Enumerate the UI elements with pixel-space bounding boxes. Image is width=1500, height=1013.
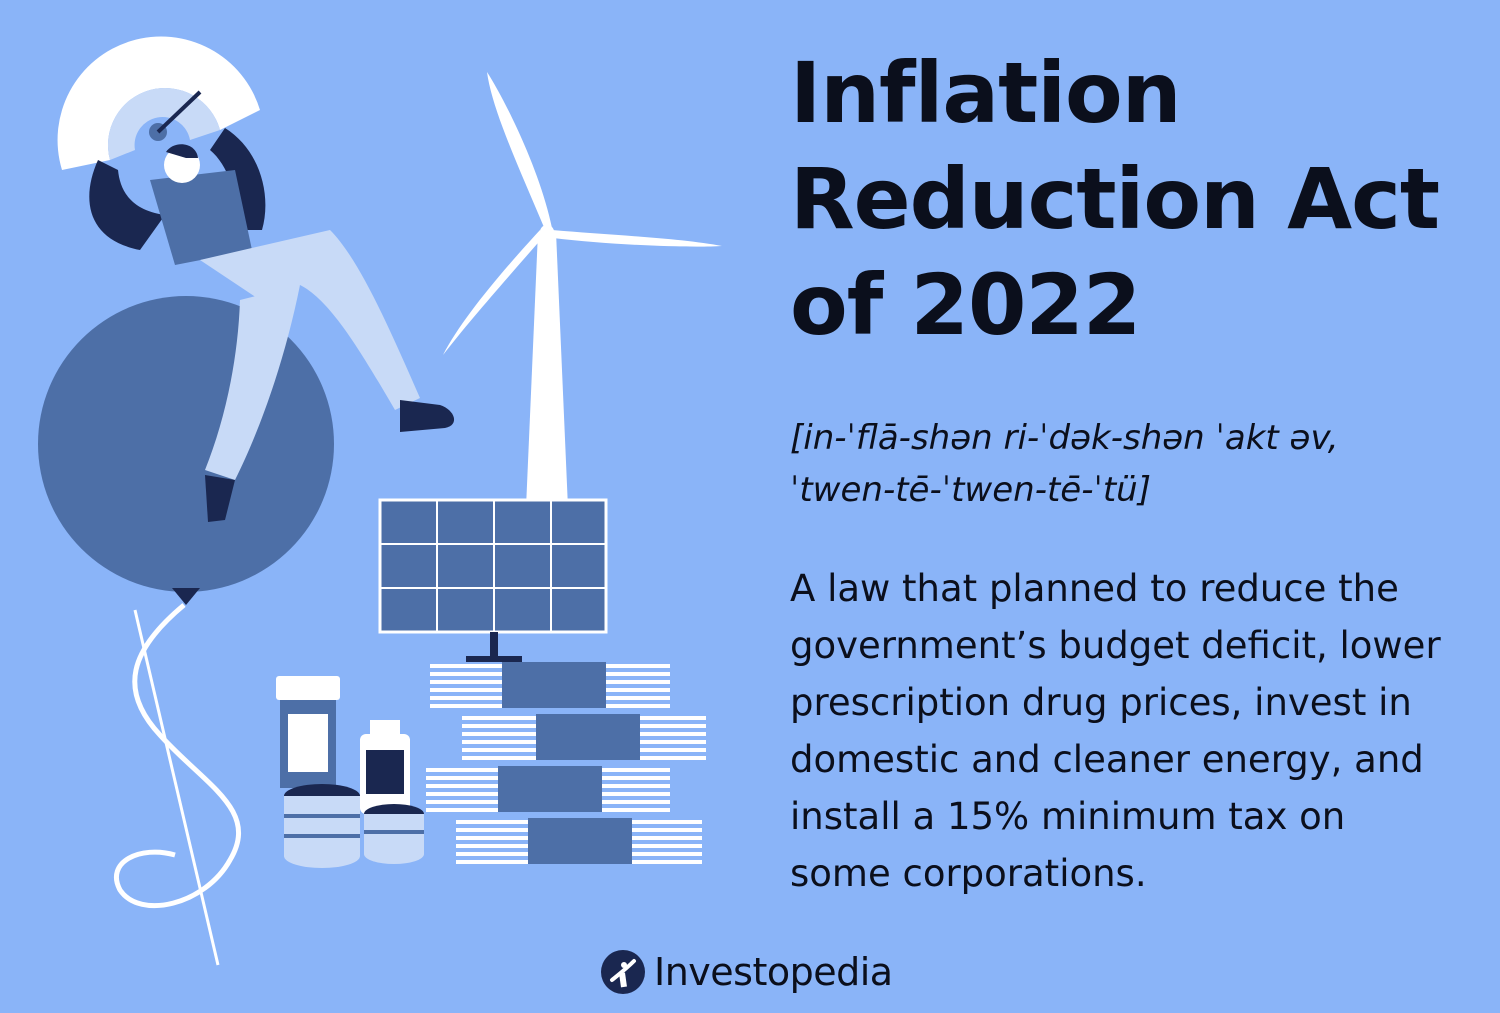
pill-bottle-icon xyxy=(276,676,410,814)
definition-line: government’s budget deficit, lower xyxy=(790,624,1441,667)
money-stack-icon xyxy=(426,662,706,864)
investopedia-logo-icon xyxy=(601,950,645,994)
balloon-icon xyxy=(38,296,334,966)
illustration xyxy=(38,36,722,966)
definition-text: A law that planned to reduce the governm… xyxy=(790,560,1490,902)
pronunciation-line: ˈtwen-tē-ˈtwen-tē-ˈtü] xyxy=(790,470,1151,510)
title-line: Reduction Act xyxy=(790,150,1440,248)
pronunciation: [in-ˈflā-shən ri-ˈdək-shən ˈakt əv, ˈtwe… xyxy=(790,412,1470,516)
definition-line: prescription drug prices, invest in xyxy=(790,681,1412,724)
title-line: Inflation xyxy=(790,44,1182,142)
definition-line: some corporations. xyxy=(790,852,1147,895)
pronunciation-line: [in-ˈflā-shən ri-ˈdək-shən ˈakt əv, xyxy=(790,418,1339,458)
definition-line: A law that planned to reduce the xyxy=(790,567,1399,610)
solar-panel-icon xyxy=(378,498,608,662)
definition-line: domestic and cleaner energy, and xyxy=(790,738,1424,781)
title-line: of 2022 xyxy=(790,256,1141,354)
brand-logo: Investopedia xyxy=(600,942,893,1002)
definition-line: install a 15% minimum tax on xyxy=(790,795,1346,838)
person-icon xyxy=(57,36,455,522)
coin-stack-icon xyxy=(284,784,424,868)
brand-name: Investopedia xyxy=(654,950,893,994)
page-title: Inflation Reduction Act of 2022 xyxy=(790,40,1470,358)
